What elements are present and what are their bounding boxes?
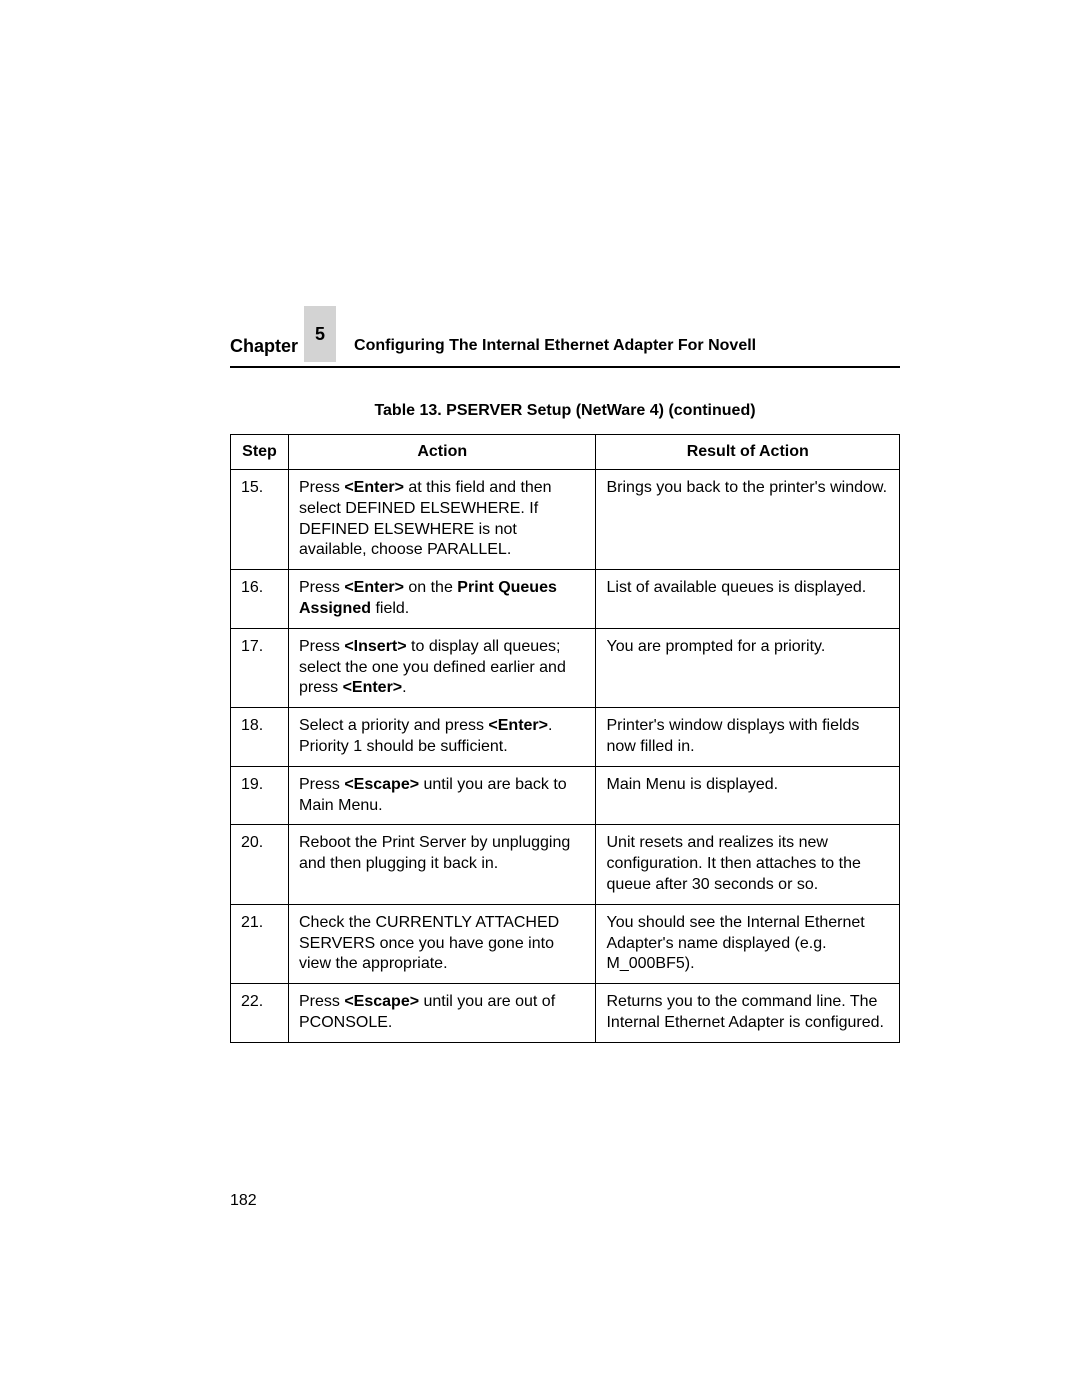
cell-action: Check the CURRENTLY ATTACHED SERVERS onc… <box>288 904 596 983</box>
cell-result: You should see the Internal Ethernet Ada… <box>596 904 900 983</box>
cell-result: Brings you back to the printer's window. <box>596 470 900 570</box>
table-row: 17.Press <Insert> to display all queues;… <box>231 628 900 707</box>
col-header-result: Result of Action <box>596 435 900 470</box>
page-content: Chapter 5 Configuring The Internal Ether… <box>230 330 900 1043</box>
table-row: 16.Press <Enter> on the Print Queues Ass… <box>231 570 900 629</box>
cell-step: 15. <box>231 470 289 570</box>
chapter-word: Chapter <box>230 336 298 357</box>
table-row: 20.Reboot the Print Server by unplugging… <box>231 825 900 904</box>
cell-step: 17. <box>231 628 289 707</box>
cell-step: 19. <box>231 766 289 825</box>
chapter-number-box: 5 <box>304 306 336 362</box>
header-divider <box>230 366 900 368</box>
cell-action: Press <Escape> until you are back to Mai… <box>288 766 596 825</box>
cell-step: 18. <box>231 708 289 767</box>
table-row: 18.Select a priority and press <Enter>. … <box>231 708 900 767</box>
cell-result: Main Menu is displayed. <box>596 766 900 825</box>
chapter-number: 5 <box>315 324 325 345</box>
cell-action: Press <Insert> to display all queues; se… <box>288 628 596 707</box>
cell-action: Press <Escape> until you are out of PCON… <box>288 984 596 1043</box>
cell-step: 20. <box>231 825 289 904</box>
cell-step: 16. <box>231 570 289 629</box>
chapter-header: Chapter 5 Configuring The Internal Ether… <box>230 330 900 362</box>
cell-action: Press <Enter> at this field and then sel… <box>288 470 596 570</box>
col-header-action: Action <box>288 435 596 470</box>
table-row: 21.Check the CURRENTLY ATTACHED SERVERS … <box>231 904 900 983</box>
table-row: 15.Press <Enter> at this field and then … <box>231 470 900 570</box>
cell-action: Press <Enter> on the Print Queues Assign… <box>288 570 596 629</box>
table-row: 19.Press <Escape> until you are back to … <box>231 766 900 825</box>
cell-action: Reboot the Print Server by unplugging an… <box>288 825 596 904</box>
table-header-row: Step Action Result of Action <box>231 435 900 470</box>
cell-result: You are prompted for a priority. <box>596 628 900 707</box>
table-body: 15.Press <Enter> at this field and then … <box>231 470 900 1043</box>
cell-result: Unit resets and realizes its new configu… <box>596 825 900 904</box>
chapter-title: Configuring The Internal Ethernet Adapte… <box>354 337 756 355</box>
table-caption: Table 13. PSERVER Setup (NetWare 4) (con… <box>230 402 900 420</box>
page-number: 182 <box>230 1192 257 1210</box>
cell-step: 22. <box>231 984 289 1043</box>
cell-step: 21. <box>231 904 289 983</box>
steps-table: Step Action Result of Action 15.Press <E… <box>230 434 900 1043</box>
col-header-step: Step <box>231 435 289 470</box>
cell-result: List of available queues is displayed. <box>596 570 900 629</box>
cell-result: Printer's window displays with fields no… <box>596 708 900 767</box>
table-row: 22.Press <Escape> until you are out of P… <box>231 984 900 1043</box>
cell-action: Select a priority and press <Enter>. Pri… <box>288 708 596 767</box>
cell-result: Returns you to the command line. The Int… <box>596 984 900 1043</box>
